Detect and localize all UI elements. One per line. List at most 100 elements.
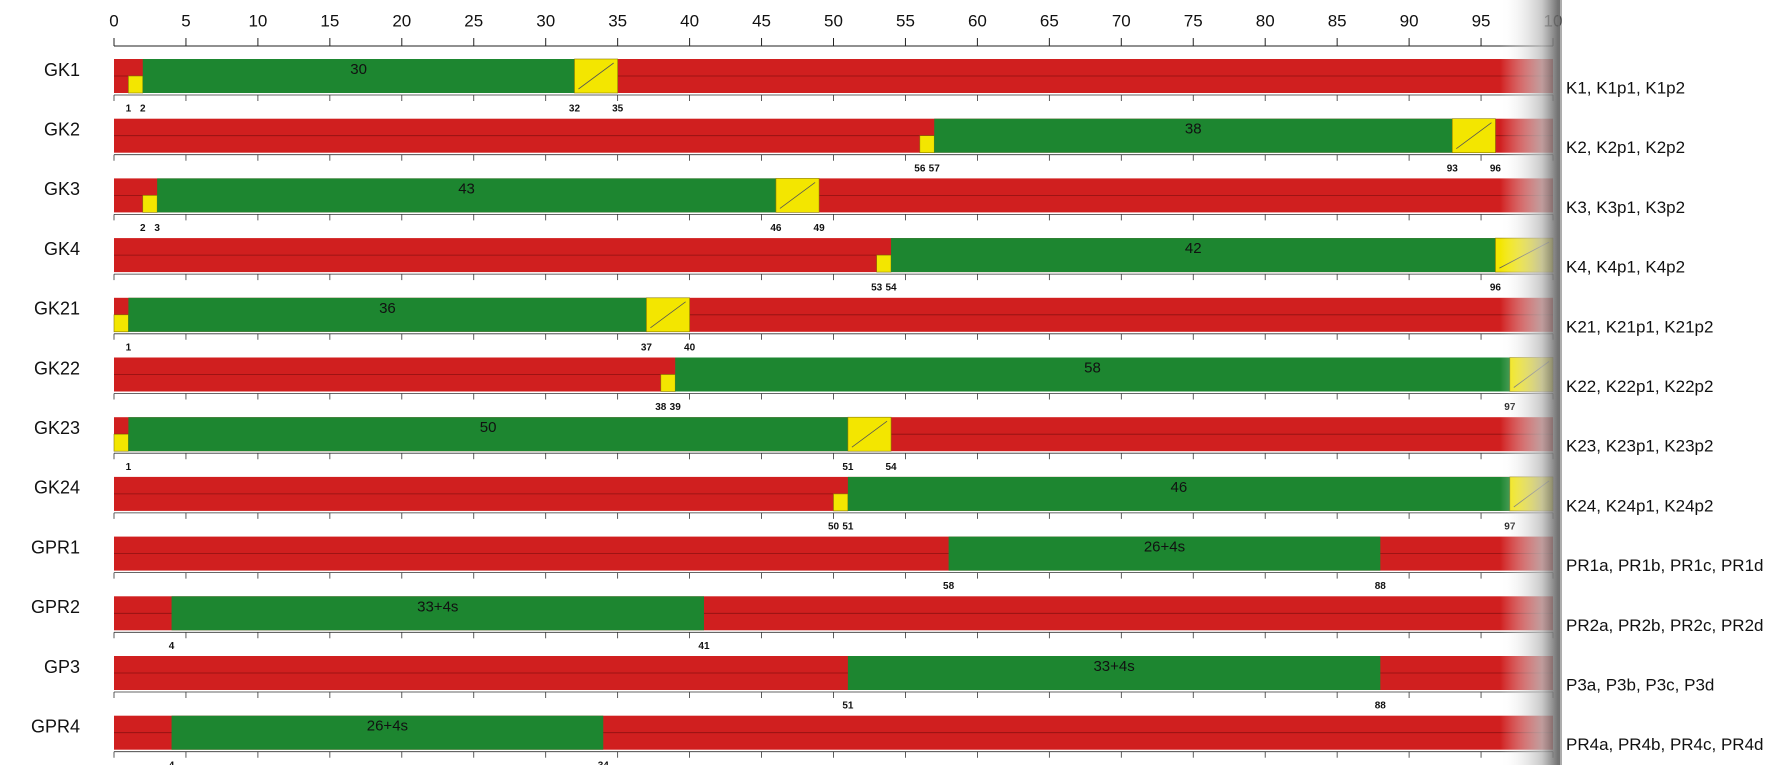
yellow-segment [876, 254, 892, 273]
mark-label: 57 [929, 163, 941, 174]
mark-label: 2 [140, 223, 146, 234]
scale-tick-label: 15 [320, 11, 339, 30]
green-segment [171, 596, 704, 631]
right-label: K23, K23p1, K23p2 [1566, 437, 1713, 456]
yellow-segment [660, 374, 676, 392]
row-label: GK23 [34, 418, 80, 438]
row-label: GK4 [44, 239, 80, 259]
mark-label: 1 [126, 342, 132, 353]
bar-label: 38 [1185, 121, 1202, 138]
right-label: K22, K22p1, K22p2 [1566, 377, 1713, 396]
mark-label: 51 [842, 522, 854, 533]
bar-label: 33+4s [1093, 658, 1134, 675]
yellow-diagonal [851, 420, 888, 448]
right-label: PR4a, PR4b, PR4c, PR4d [1566, 735, 1763, 754]
green-segment [171, 715, 604, 750]
mark-label: 4 [169, 641, 175, 652]
bar-label: 33+4s [417, 598, 458, 615]
mark-label: 40 [684, 342, 696, 353]
mark-label: 51 [842, 701, 854, 712]
green-segment [934, 118, 1453, 153]
mark-label: 46 [770, 223, 782, 234]
mark-label: 34 [598, 760, 610, 765]
mark-label: 50 [828, 522, 840, 533]
bar-label: 36 [379, 300, 396, 317]
scale-tick-label: 20 [392, 11, 411, 30]
mark-label: 96 [1490, 283, 1502, 294]
bar-label: 26+4s [367, 718, 408, 735]
bar-label: 26+4s [1144, 539, 1185, 556]
bar-label: 42 [1185, 240, 1202, 257]
scale-tick-label: 75 [1184, 11, 1203, 30]
green-segment [157, 178, 776, 213]
right-label: PR2a, PR2b, PR2c, PR2d [1566, 616, 1763, 635]
scale-tick-label: 40 [680, 11, 699, 30]
yellow-segment [833, 493, 849, 512]
green-segment [948, 536, 1381, 571]
mark-label: 1 [126, 462, 132, 473]
row-label: GPR2 [31, 597, 80, 617]
scale-tick-label: 45 [752, 11, 771, 30]
bar-label: 30 [350, 61, 367, 78]
yellow-diagonal [1456, 122, 1492, 150]
green-segment [675, 357, 1510, 392]
green-segment [847, 656, 1381, 690]
yellow-segment [919, 135, 935, 153]
right-label: K24, K24p1, K24p2 [1566, 496, 1713, 515]
page-fold-edge [1558, 0, 1562, 765]
scale-tick-label: 30 [536, 11, 555, 30]
scale-tick-label: 55 [896, 11, 915, 30]
row-label: GK1 [44, 60, 80, 80]
yellow-segment [113, 314, 129, 333]
right-label: K2, K2p1, K2p2 [1566, 138, 1685, 157]
mark-label: 2 [140, 104, 146, 115]
green-segment [128, 417, 848, 452]
mark-label: 56 [914, 163, 926, 174]
yellow-diagonal [650, 301, 686, 329]
scale-tick-label: 35 [608, 11, 627, 30]
green-segment [847, 476, 1510, 511]
mark-label: 53 [871, 283, 883, 294]
row-label: GK21 [34, 299, 80, 319]
mark-label: 35 [612, 104, 624, 115]
mark-label: 32 [569, 104, 581, 115]
right-label: P3a, P3b, P3c, P3d [1566, 675, 1714, 694]
scale-tick-label: 65 [1040, 11, 1059, 30]
bar-label: 46 [1171, 479, 1188, 496]
scale-tick-label: 90 [1400, 11, 1419, 30]
mark-label: 49 [814, 223, 826, 234]
scale-tick-label: 0 [109, 11, 118, 30]
scale-tick-label: 70 [1112, 11, 1131, 30]
bar-label: 43 [458, 180, 475, 197]
scale-tick-label: 60 [968, 11, 987, 30]
mark-label: 1 [126, 104, 132, 115]
mark-label: 38 [655, 402, 667, 413]
mark-label: 41 [698, 641, 710, 652]
green-segment [891, 238, 1496, 273]
bar-label: 50 [480, 419, 497, 436]
bar-label: 58 [1084, 359, 1101, 376]
yellow-diagonal [578, 62, 614, 90]
yellow-segment [128, 75, 144, 94]
green-segment [128, 297, 647, 332]
scale-tick-label: 95 [1472, 11, 1491, 30]
mark-label: 88 [1375, 581, 1387, 592]
right-label: K1, K1p1, K1p2 [1566, 78, 1685, 97]
right-label: K21, K21p1, K21p2 [1566, 317, 1713, 336]
mark-label: 58 [943, 581, 955, 592]
yellow-segment [142, 195, 158, 213]
right-label: PR1a, PR1b, PR1c, PR1d [1566, 556, 1763, 575]
mark-label: 88 [1375, 701, 1387, 712]
row-label: GK22 [34, 358, 80, 378]
mark-label: 51 [842, 462, 854, 473]
scale-tick-label: 80 [1256, 11, 1275, 30]
mark-label: 3 [154, 223, 160, 234]
row-label: GPR1 [31, 537, 80, 557]
mark-label: 39 [670, 402, 682, 413]
page-fold [1500, 0, 1560, 765]
yellow-diagonal [779, 182, 816, 209]
green-segment [142, 59, 575, 93]
right-label: K4, K4p1, K4p2 [1566, 258, 1685, 277]
row-label: GK2 [44, 119, 80, 139]
